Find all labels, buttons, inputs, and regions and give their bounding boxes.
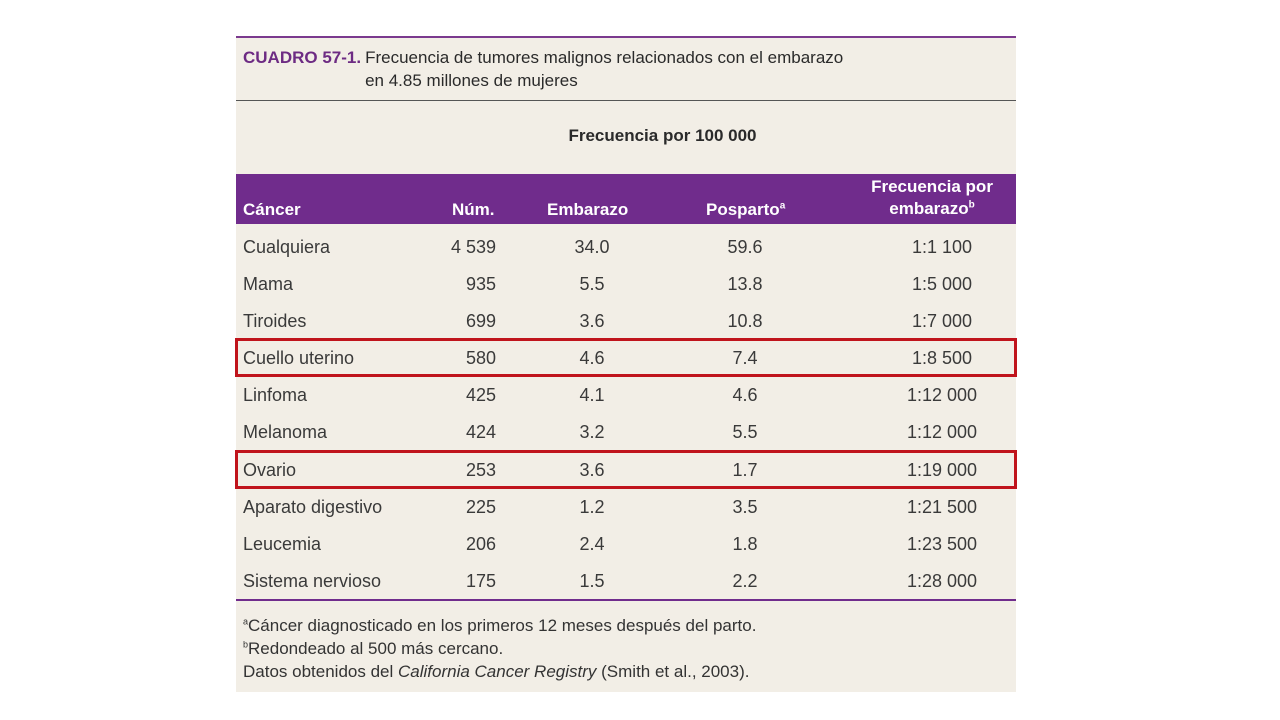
cell-posparto: 1.8 [732, 533, 758, 554]
table-row: Mama 935 5.5 13.8 1:5 000 [236, 265, 1016, 302]
source-suffix: (Smith et al., 2003). [596, 662, 750, 681]
cell-embarazo: 3.6 [579, 459, 605, 480]
cell-freq: 1:23 500 [906, 533, 978, 554]
freq-label-line-1: Frecuencia por [871, 177, 993, 196]
caption-divider [236, 100, 1016, 101]
cell-embarazo: 3.2 [579, 422, 605, 443]
freq-label-line-2-wrap: embarazob [856, 198, 1008, 220]
cell-freq: 1:21 500 [906, 496, 978, 517]
cell-cancer: Cualquiera [243, 237, 331, 257]
cell-embarazo: 1.2 [579, 496, 605, 517]
cell-freq: 1:19 000 [906, 459, 978, 480]
posparto-label: Posparto [706, 200, 780, 219]
cell-cancer: Tiroides [243, 311, 307, 332]
caption-line-1: Frecuencia de tumores malignos relaciona… [365, 48, 844, 67]
table-row: Melanoma 424 3.2 5.5 1:12 000 [236, 413, 1016, 450]
table-row: Tiroides 699 3.6 10.8 1:7 000 [236, 302, 1016, 339]
cell-num: 580 [465, 348, 496, 369]
top-rule [236, 36, 1016, 38]
freq-label-line-2: embarazo [889, 199, 969, 218]
cell-embarazo: 1.5 [579, 570, 605, 591]
cell-cancer: Melanoma [243, 422, 328, 443]
cell-num: 253 [465, 459, 496, 480]
cell-posparto: 3.5 [732, 496, 758, 517]
table-row: Leucemia 206 2.4 1.8 1:23 500 [236, 525, 1016, 562]
cell-posparto: 13.8 [727, 274, 763, 295]
table-row: Sistema nervioso 175 1.5 2.2 1:28 000 [236, 562, 1016, 599]
table-row: Aparato digestivo 225 1.2 3.5 1:21 500 [236, 488, 1016, 525]
cell-cancer: Aparato digestivo [243, 496, 383, 517]
col-header-posparto: Pospartoa [706, 200, 785, 220]
cell-embarazo: 2.4 [579, 533, 605, 554]
table-body: Cualquiera 4 539 34.0 59.6 1:1 100 Mama 935 5.5… [235, 228, 1017, 599]
cell-freq: 1:8 500 [911, 348, 973, 369]
cell-num: 424 [465, 422, 496, 443]
note-a-mark: a [243, 616, 249, 627]
cell-embarazo: 4.1 [579, 385, 605, 406]
cell-posparto: 1.7 [732, 459, 758, 480]
group-header: Frecuencia por 100 000 [568, 126, 757, 145]
note-a: aCáncer diagnosticado en los primeros 12… [243, 614, 1013, 637]
footer-rule [236, 599, 1016, 601]
table-row: Linfoma 425 4.1 4.6 1:12 000 [236, 376, 1016, 413]
table-row: Ovario 253 3.6 1.7 1:19 000 [235, 449, 1017, 489]
note-b: bRedondeado al 500 más cercano. [243, 637, 1013, 660]
col-header-embarazo: Embarazo [547, 200, 629, 219]
caption-label: CUADRO 57-1. [243, 48, 362, 67]
cell-freq: 1:12 000 [906, 422, 978, 443]
cell-num: 206 [465, 533, 496, 554]
note-a-text: Cáncer diagnosticado en los primeros 12 … [248, 616, 757, 635]
cell-cancer: Linfoma [243, 385, 308, 406]
table-row: Cuello uterino 580 4.6 7.4 1:8 500 [235, 338, 1017, 378]
posparto-footnote-mark: a [779, 200, 786, 212]
cell-embarazo: 4.6 [579, 348, 605, 369]
cell-cancer: Ovario [243, 459, 297, 480]
source-prefix: Datos obtenidos del [243, 662, 398, 681]
note-source: Datos obtenidos del California Cancer Re… [243, 660, 1013, 683]
cell-cancer: Sistema nervioso [243, 570, 382, 591]
table-caption: CUADRO 57-1. Frecuencia de tumores malig… [243, 46, 1003, 92]
cell-posparto: 2.2 [732, 570, 758, 591]
cell-embarazo: 5.5 [579, 274, 605, 295]
caption-line-2: en 4.85 millones de mujeres [365, 71, 578, 90]
cell-embarazo: 34.0 [574, 237, 610, 257]
cell-freq: 1:7 000 [911, 311, 973, 332]
cell-freq: 1:28 000 [906, 570, 978, 591]
cell-cancer: Mama [243, 274, 294, 295]
cell-embarazo: 3.6 [579, 311, 605, 332]
cell-num: 4 539 [450, 237, 496, 257]
cell-num: 699 [465, 311, 496, 332]
note-b-text: Redondeado al 500 más cercano. [248, 639, 504, 658]
cell-posparto: 4.6 [732, 385, 758, 406]
cell-num: 935 [465, 274, 496, 295]
cell-posparto: 10.8 [727, 311, 763, 332]
cell-posparto: 59.6 [727, 237, 763, 257]
col-header-num: Núm. [452, 200, 495, 219]
table-row: Cualquiera 4 539 34.0 59.6 1:1 100 [236, 228, 1016, 265]
cell-num: 425 [465, 385, 496, 406]
cell-freq: 1:1 100 [911, 237, 973, 257]
cell-freq: 1:12 000 [906, 385, 978, 406]
note-b-mark: b [243, 639, 249, 650]
cell-posparto: 7.4 [732, 348, 758, 369]
table-card: CUADRO 57-1. Frecuencia de tumores malig… [235, 36, 1017, 692]
table-header: Cáncer Núm. Embarazo Pospartoa Frecuenci… [236, 174, 1016, 224]
cell-freq: 1:5 000 [911, 274, 973, 295]
col-header-freq: Frecuencia por embarazob [856, 176, 1008, 220]
cell-posparto: 5.5 [732, 422, 758, 443]
cell-cancer: Leucemia [243, 533, 322, 554]
cell-cancer: Cuello uterino [243, 348, 355, 369]
cell-num: 175 [465, 570, 496, 591]
freq-footnote-mark: b [968, 199, 975, 211]
table-notes: aCáncer diagnosticado en los primeros 12… [243, 614, 1013, 683]
source-registry: California Cancer Registry [398, 662, 597, 681]
cell-num: 225 [465, 496, 496, 517]
col-header-cancer: Cáncer [243, 200, 301, 219]
